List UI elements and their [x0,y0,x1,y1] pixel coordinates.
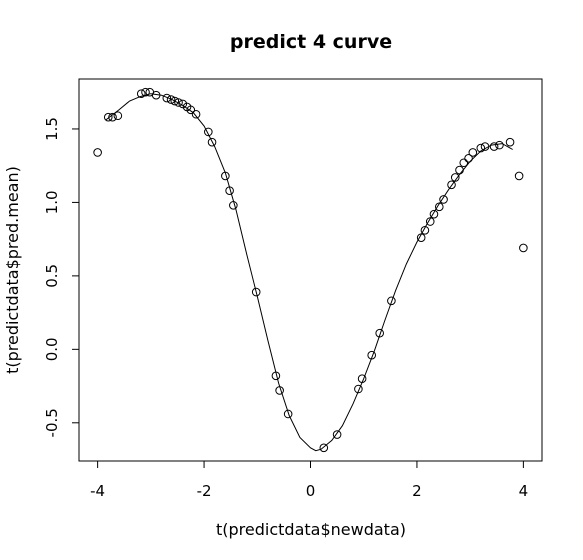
data-point [416,233,426,242]
data-point [229,201,238,210]
data-point [141,87,150,97]
data-point [425,217,435,226]
x-axis-label: t(predictdata$newdata) [216,520,406,539]
data-point [113,111,123,121]
data-point [162,93,172,103]
data-point [450,173,460,182]
data-point [174,98,183,107]
data-point [476,143,486,153]
x-tick-label: 4 [519,482,529,500]
data-point [151,90,161,100]
data-point [495,140,504,150]
data-point [207,137,217,147]
data-point [429,209,439,219]
y-tick-label: 0.5 [43,264,61,288]
data-point [354,384,363,394]
data-point [514,171,524,181]
data-point [275,386,284,395]
data-point [186,105,196,115]
fitted-curve [105,93,513,452]
data-point [505,137,515,147]
data-point [420,226,430,235]
data-point [166,95,176,104]
data-point [357,374,367,384]
x-tick-label: -2 [197,482,212,500]
data-point [464,154,473,163]
data-point [204,127,213,137]
y-tick-label: 1.0 [43,190,61,214]
data-point [108,112,117,122]
data-point [221,171,230,181]
x-tick-label: -4 [90,482,105,500]
data-point [468,148,478,157]
data-point [103,112,113,122]
x-tick-label: 0 [306,482,316,500]
data-point [225,186,234,195]
x-tick-label: 2 [412,482,422,500]
data-point [434,202,444,212]
data-point [447,180,456,190]
data-point [375,328,384,338]
data-point [251,287,261,297]
data-point [178,99,188,109]
data-point [439,195,448,204]
data-point [191,109,201,119]
data-point [283,409,293,419]
data-point [93,148,102,157]
data-point [519,243,528,253]
data-point [332,430,342,439]
chart-title: predict 4 curve [230,31,392,53]
data-points [93,87,528,453]
data-point [136,89,146,98]
data-point [489,142,499,151]
data-point [367,350,377,360]
data-point [319,443,329,453]
y-tick-label: -0.5 [43,408,61,437]
plot-frame [78,78,543,462]
data-point [170,96,180,106]
x-axis: -4 -2 0 2 4 [90,460,529,500]
data-point [455,165,464,175]
y-axis-label: t(predictdata$pred.mean) [3,166,22,374]
y-tick-label: 1.5 [43,117,61,141]
data-point [271,371,281,381]
data-point [459,158,469,168]
data-point [480,142,490,151]
y-axis: -0.5 0.0 0.5 1.0 1.5 [43,117,80,437]
data-point [387,296,396,306]
y-tick-label: 0.0 [43,337,61,361]
